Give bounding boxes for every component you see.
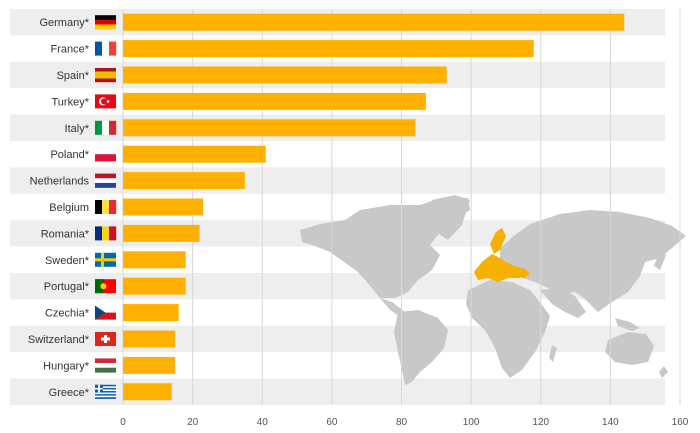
italy-flag — [95, 120, 117, 135]
sweden-flag — [95, 252, 116, 267]
x-tick-label: 20 — [187, 417, 199, 428]
category-label: Italy* — [65, 123, 90, 135]
bar — [123, 40, 534, 58]
switzerland-flag — [95, 332, 116, 346]
x-tick-label: 0 — [120, 417, 126, 428]
bar — [123, 145, 266, 163]
x-tick-label: 60 — [326, 417, 338, 428]
x-tick-label: 80 — [396, 417, 408, 428]
bar — [123, 383, 172, 401]
bar — [123, 224, 200, 242]
category-label: Romania* — [41, 228, 90, 240]
france-flag — [95, 41, 117, 56]
romania-flag — [95, 226, 117, 241]
row-band — [10, 378, 665, 405]
world-map-background — [300, 195, 686, 385]
netherlands-flag — [95, 173, 116, 188]
category-label: Czechia* — [45, 308, 90, 320]
hungary-flag — [95, 358, 116, 373]
category-label: Portugal* — [44, 281, 90, 293]
belgium-flag — [95, 200, 117, 214]
category-label: Turkey* — [52, 96, 90, 108]
x-tick-label: 140 — [602, 417, 619, 428]
x-tick-label: 160 — [672, 417, 689, 428]
category-label: Spain* — [57, 70, 90, 82]
poland-flag — [95, 147, 116, 162]
bar — [123, 172, 245, 190]
bar — [123, 13, 625, 31]
czechia-flag — [95, 305, 116, 320]
bar — [123, 119, 416, 137]
europe-highlight — [474, 228, 530, 282]
category-label: Germany* — [39, 17, 89, 29]
x-tick-label: 40 — [257, 417, 269, 428]
spain-flag — [95, 68, 116, 83]
bar — [123, 277, 186, 295]
category-label: Greece* — [49, 387, 90, 399]
germany-flag — [95, 15, 116, 30]
bar — [123, 198, 204, 216]
category-label: Belgium — [49, 202, 89, 214]
turkey-flag — [95, 94, 116, 109]
category-label: Poland* — [50, 149, 89, 161]
category-label: Hungary* — [43, 360, 90, 372]
bar — [123, 304, 179, 322]
category-label: France* — [50, 44, 89, 56]
row-band — [10, 167, 665, 194]
x-tick-label: 120 — [532, 417, 549, 428]
bar — [123, 92, 426, 110]
bar — [123, 356, 176, 374]
x-tick-label: 100 — [463, 417, 480, 428]
bar — [123, 330, 176, 348]
category-label: Sweden* — [45, 255, 90, 267]
bar — [123, 251, 186, 269]
category-label: Netherlands — [30, 176, 90, 188]
bar — [123, 66, 447, 84]
category-label: Switzerland* — [28, 334, 90, 346]
portugal-flag — [95, 279, 116, 294]
greece-flag — [95, 384, 116, 399]
